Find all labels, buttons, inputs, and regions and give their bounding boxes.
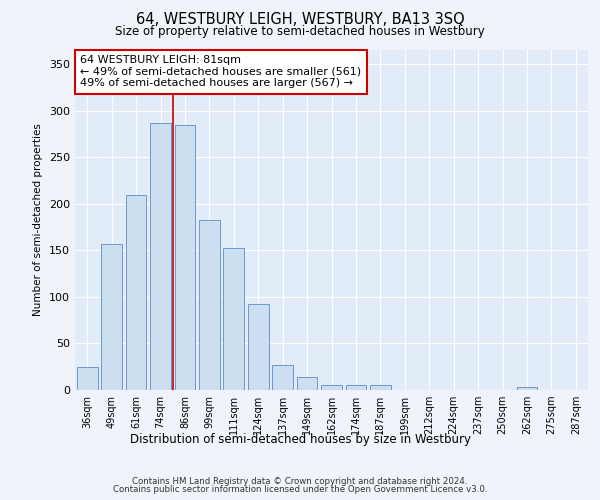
Text: Contains HM Land Registry data © Crown copyright and database right 2024.: Contains HM Land Registry data © Crown c… <box>132 477 468 486</box>
Bar <box>175 124 196 390</box>
Text: 64, WESTBURY LEIGH, WESTBURY, BA13 3SQ: 64, WESTBURY LEIGH, WESTBURY, BA13 3SQ <box>136 12 464 28</box>
Bar <box>125 196 146 390</box>
Bar <box>77 366 98 390</box>
Bar <box>150 122 171 390</box>
Bar <box>272 365 293 390</box>
Bar <box>346 386 367 390</box>
Bar <box>321 386 342 390</box>
Text: Contains public sector information licensed under the Open Government Licence v3: Contains public sector information licen… <box>113 485 487 494</box>
Bar <box>223 248 244 390</box>
Bar <box>370 386 391 390</box>
Bar <box>517 387 538 390</box>
Bar <box>199 220 220 390</box>
Text: Size of property relative to semi-detached houses in Westbury: Size of property relative to semi-detach… <box>115 25 485 38</box>
Bar <box>248 304 269 390</box>
Bar <box>101 244 122 390</box>
Y-axis label: Number of semi-detached properties: Number of semi-detached properties <box>34 124 43 316</box>
Bar <box>296 377 317 390</box>
Text: 64 WESTBURY LEIGH: 81sqm
← 49% of semi-detached houses are smaller (561)
49% of : 64 WESTBURY LEIGH: 81sqm ← 49% of semi-d… <box>80 55 361 88</box>
Text: Distribution of semi-detached houses by size in Westbury: Distribution of semi-detached houses by … <box>130 432 470 446</box>
